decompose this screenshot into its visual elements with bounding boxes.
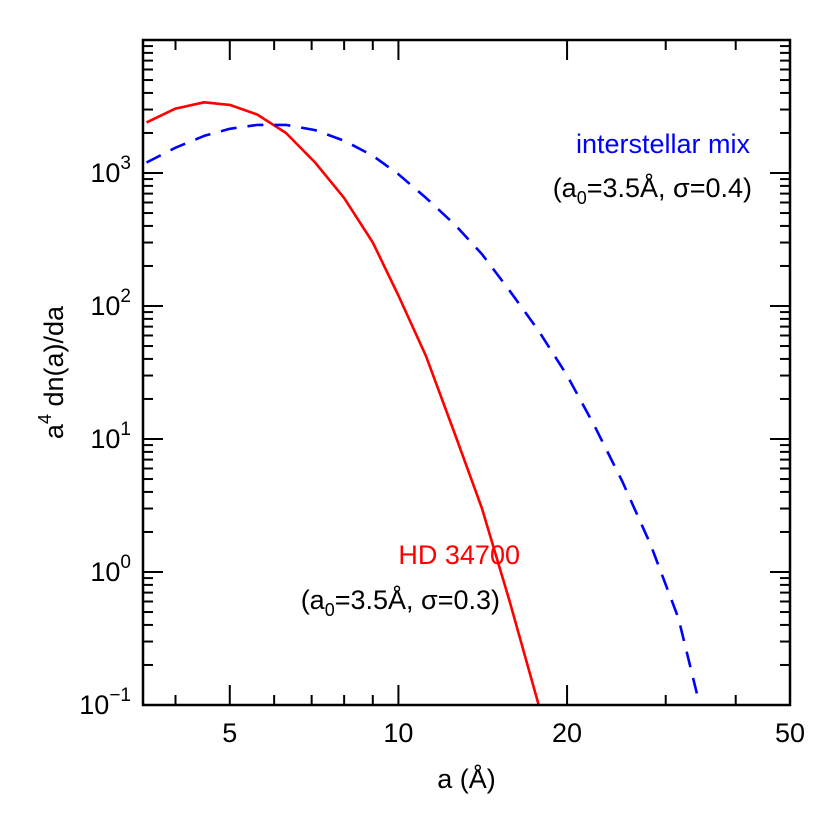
y-tick-exp: 0 bbox=[120, 552, 131, 573]
y-tick-exp: 2 bbox=[120, 286, 131, 307]
plot-frame bbox=[141, 38, 792, 707]
series-line-1 bbox=[145, 123, 701, 705]
x-tick-label: 20 bbox=[552, 718, 582, 748]
series-label-hd-34700: HD 34700 bbox=[398, 540, 520, 570]
params-sub: 0 bbox=[577, 188, 587, 208]
y-tick-base: 10 bbox=[90, 291, 120, 321]
params-open: (a bbox=[301, 585, 326, 615]
y-tick-base: 10 bbox=[90, 424, 120, 454]
params-open: (a bbox=[553, 173, 578, 203]
y-tick-exp: 1 bbox=[120, 419, 131, 440]
params-rest: =3.5Å, σ=0.3) bbox=[335, 584, 500, 615]
y-tick-exp: −1 bbox=[109, 685, 131, 706]
x-tick-label: 5 bbox=[222, 718, 237, 748]
y-tick-base: 10 bbox=[90, 158, 120, 188]
series-line-0 bbox=[145, 101, 540, 705]
y-tick-label: 101 bbox=[90, 419, 131, 454]
series-params-interstellar-mix: (a0=3.5Å, σ=0.4) bbox=[553, 172, 752, 208]
y-tick-label: 10−1 bbox=[79, 685, 131, 720]
y-tick-label: 100 bbox=[90, 552, 131, 587]
y-tick-base: 10 bbox=[79, 690, 109, 720]
y-axis-label: a4 dn(a)/da bbox=[35, 305, 69, 439]
y-tick-label: 103 bbox=[90, 153, 131, 188]
y-axis-label-base: a bbox=[39, 423, 69, 439]
series-params-hd-34700: (a0=3.5Å, σ=0.3) bbox=[301, 584, 500, 620]
y-tick-label: 102 bbox=[90, 286, 131, 321]
y-axis-label-rest: dn(a)/da bbox=[39, 305, 69, 414]
y-tick-exp: 3 bbox=[120, 153, 131, 174]
axis-ticks bbox=[143, 40, 791, 706]
params-rest: =3.5Å, σ=0.4) bbox=[587, 172, 752, 203]
y-tick-base: 10 bbox=[90, 557, 120, 587]
x-axis-label: a (Å) bbox=[437, 763, 496, 794]
x-tick-label: 10 bbox=[383, 718, 413, 748]
y-axis-label-sup: 4 bbox=[35, 414, 55, 424]
series-label-interstellar-mix: interstellar mix bbox=[576, 129, 751, 159]
x-tick-labels: 5 10 20 50 bbox=[222, 718, 805, 748]
x-tick-label: 50 bbox=[775, 718, 805, 748]
plot-curves bbox=[145, 101, 701, 705]
params-sub: 0 bbox=[325, 600, 335, 620]
